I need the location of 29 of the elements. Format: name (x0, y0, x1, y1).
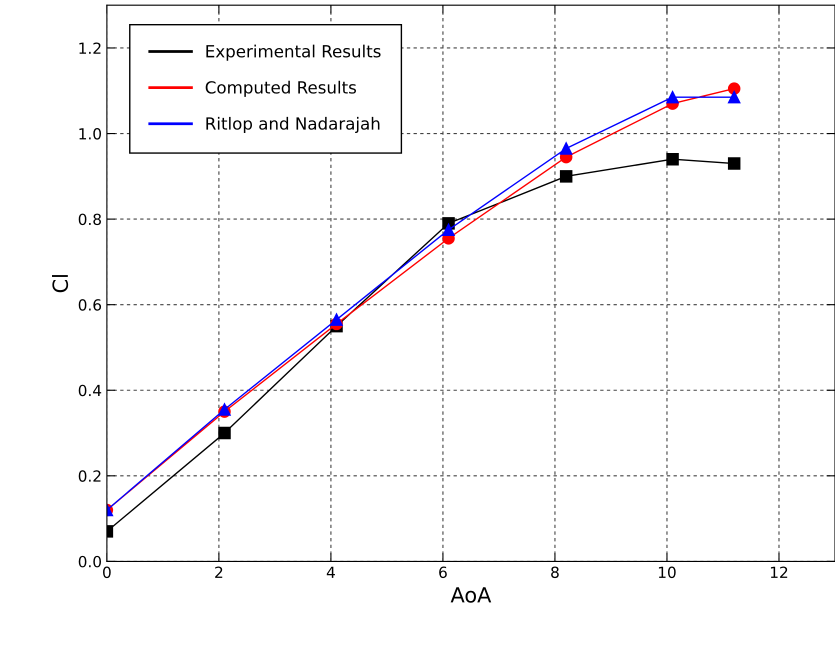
point (728, 82, 740, 95)
y-tick-label: 0.8 (78, 214, 101, 226)
y-tick-label: 1.2 (79, 42, 100, 54)
point (560, 170, 572, 183)
y-axis-title: Cl (52, 275, 68, 292)
legend-label: Experimental Results (206, 44, 381, 61)
y-tick-label: 0.4 (78, 384, 102, 396)
x-axis-title: AoA (450, 587, 492, 603)
y-tick-label: 0.2 (78, 470, 100, 482)
y-tick-label: 0.0 (78, 556, 102, 568)
x-tick-label: 4 (326, 566, 335, 578)
x-tick-label: 12 (770, 566, 788, 578)
x-tick-label: 10 (658, 566, 676, 578)
legend-label: Ritlop and Nadarajah (206, 116, 380, 134)
y-tick-label: 0.6 (78, 299, 102, 311)
point (218, 426, 231, 440)
point (728, 157, 740, 170)
point (666, 90, 679, 104)
x-tick-label: 0 (103, 566, 111, 578)
point (560, 142, 572, 155)
x-tick-label: 2 (215, 566, 222, 578)
y-tick-label: 1.0 (79, 128, 102, 140)
x-tick-label: 6 (439, 566, 447, 578)
x-tick-label: 8 (551, 566, 559, 578)
point (330, 313, 343, 326)
legend-label: Computed Results (206, 80, 356, 97)
point (442, 224, 455, 236)
point (666, 152, 679, 166)
point (728, 90, 740, 104)
